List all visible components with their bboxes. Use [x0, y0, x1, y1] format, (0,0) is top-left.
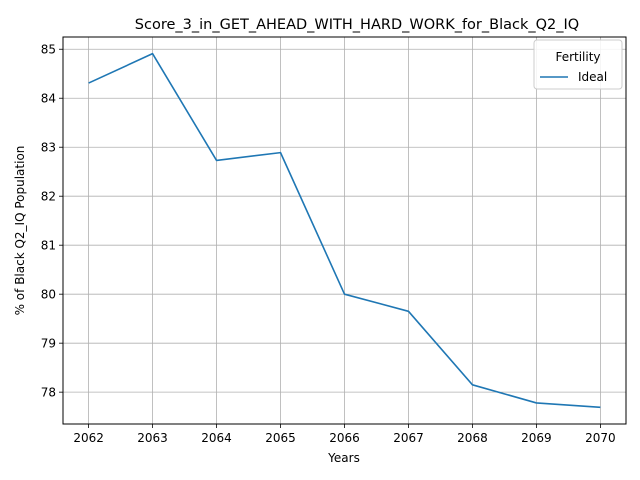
- y-tick-label: 78: [41, 386, 56, 400]
- y-tick-label: 81: [41, 239, 56, 253]
- x-tick-label: 2062: [73, 431, 104, 445]
- y-tick-label: 84: [41, 92, 56, 106]
- y-tick-label: 79: [41, 337, 56, 351]
- x-tick-label: 2063: [137, 431, 168, 445]
- series-line-ideal: [88, 52, 601, 409]
- chart-title: Score_3_in_GET_AHEAD_WITH_HARD_WORK_for_…: [135, 17, 579, 33]
- y-axis-label: % of Black Q2_IQ Population: [13, 146, 27, 316]
- y-axis-ticks: 78 79 80 81 82 83 84 85: [41, 43, 63, 400]
- x-tick-label: 2066: [329, 431, 360, 445]
- legend: Fertility Ideal: [533, 39, 623, 90]
- y-tick-label: 85: [41, 43, 56, 57]
- x-tick-label: 2069: [521, 431, 552, 445]
- x-tick-label: 2067: [393, 431, 424, 445]
- x-tick-label: 2064: [201, 431, 232, 445]
- x-axis-label: Years: [327, 451, 360, 465]
- y-tick-label: 80: [41, 288, 56, 302]
- grid-lines: [63, 37, 626, 424]
- legend-label-ideal: Ideal: [578, 70, 607, 84]
- series-layer: [88, 52, 601, 409]
- y-tick-label: 82: [41, 190, 56, 204]
- x-axis-ticks: 2062 2063 2064 2065 2066 2067 2068 2069 2070: [73, 424, 616, 445]
- x-tick-label: 2068: [457, 431, 488, 445]
- legend-title: Fertility: [555, 50, 600, 64]
- x-tick-label: 2065: [265, 431, 296, 445]
- y-tick-label: 83: [41, 141, 56, 155]
- x-tick-label: 2070: [585, 431, 616, 445]
